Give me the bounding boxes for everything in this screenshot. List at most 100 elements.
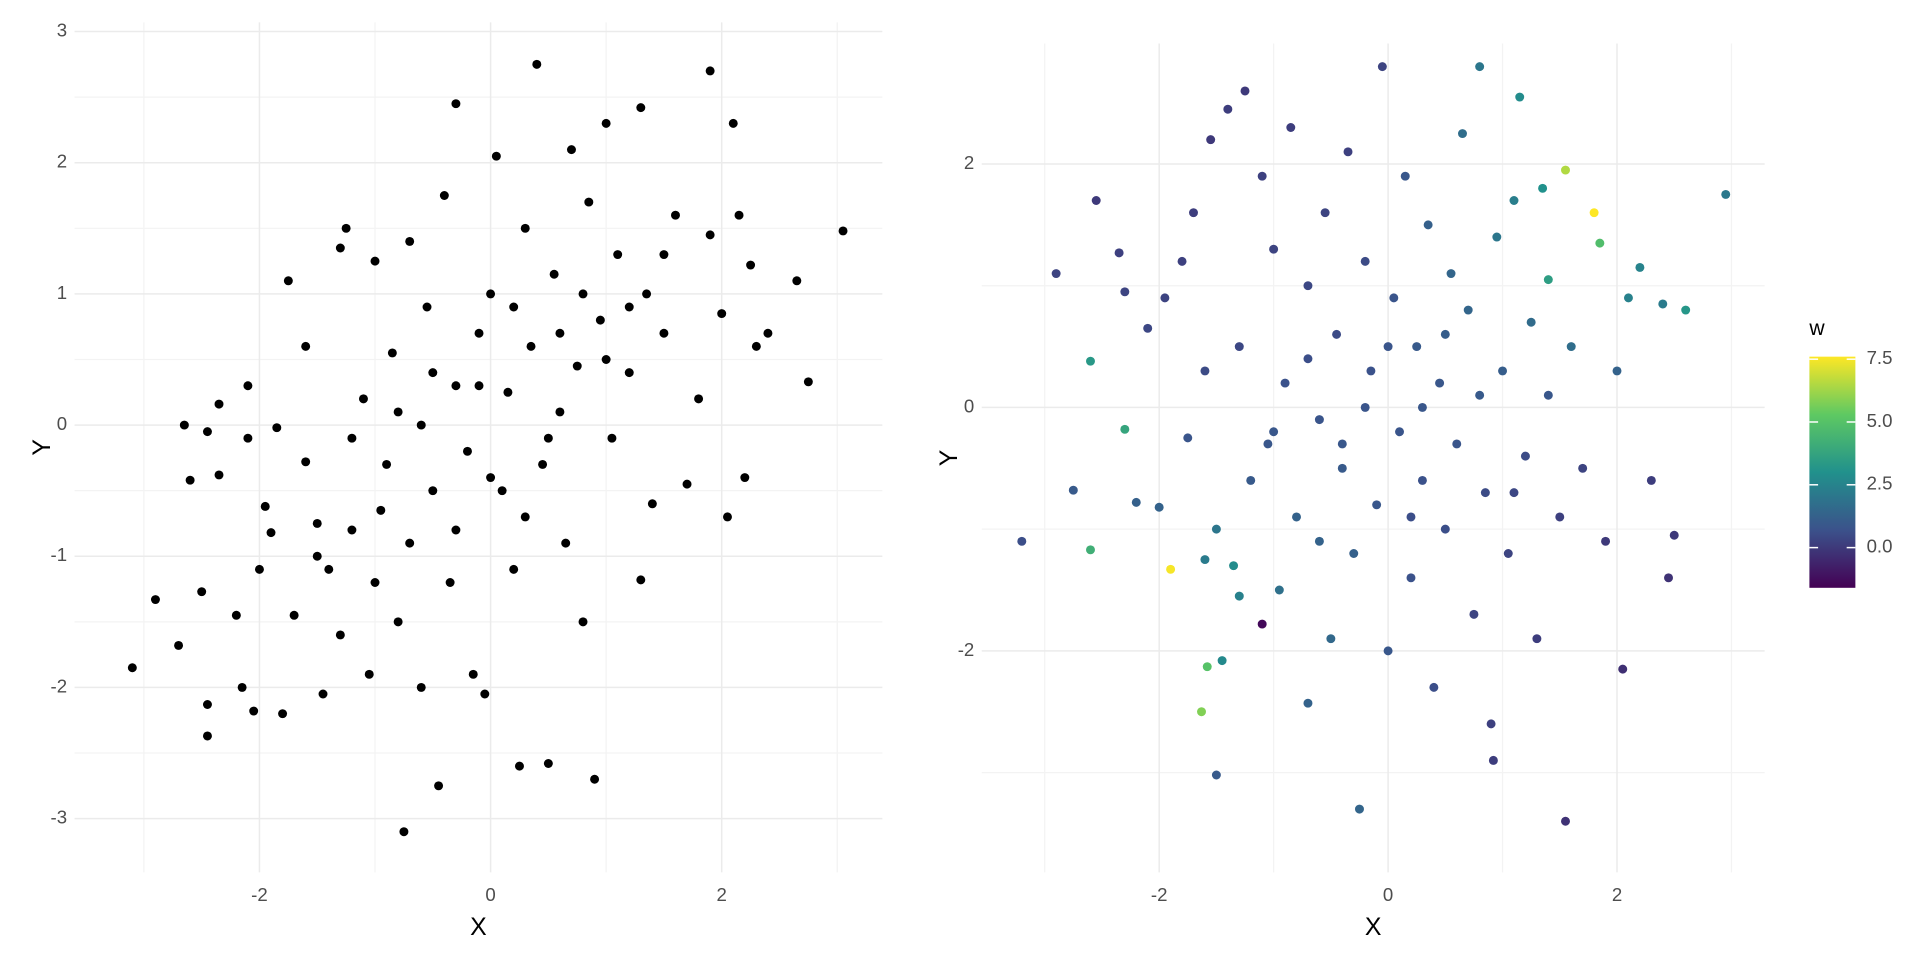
point: [474, 328, 484, 338]
point: [451, 381, 461, 391]
point: [1612, 366, 1622, 376]
point: [1417, 402, 1427, 412]
point: [514, 761, 524, 771]
point: [595, 315, 605, 325]
y-tick-label: -2: [51, 675, 68, 696]
y-tick-label: 2: [964, 152, 974, 173]
point: [301, 341, 311, 351]
point: [538, 459, 548, 469]
point: [416, 420, 426, 430]
point: [202, 700, 212, 709]
point: [1211, 770, 1221, 780]
point: [434, 781, 444, 791]
point: [1440, 524, 1450, 534]
point: [532, 59, 542, 69]
point: [1263, 439, 1273, 449]
point: [1520, 451, 1530, 461]
point: [1555, 512, 1565, 522]
point: [1498, 366, 1508, 376]
point: [382, 459, 392, 469]
point: [624, 302, 634, 312]
point: [746, 260, 756, 270]
point: [468, 669, 478, 679]
point: [324, 564, 334, 574]
point: [393, 617, 403, 627]
point: [1303, 354, 1313, 364]
point: [723, 512, 732, 522]
point: [254, 564, 264, 574]
point: [705, 66, 715, 76]
point: [1366, 366, 1376, 376]
point: [1423, 220, 1433, 230]
point: [549, 269, 559, 279]
point: [555, 328, 565, 338]
point: [717, 309, 727, 319]
point: [185, 475, 195, 485]
point: [197, 587, 207, 597]
colorbar-tick-label: 2.5: [1867, 473, 1893, 494]
x-axis-title: X: [470, 914, 487, 941]
point: [659, 328, 669, 338]
point: [1131, 497, 1141, 507]
point: [202, 731, 212, 741]
point: [439, 191, 449, 200]
point: [416, 682, 426, 692]
point: [613, 250, 623, 260]
point: [249, 706, 259, 716]
point: [1595, 238, 1605, 248]
point: [179, 420, 189, 430]
point: [578, 289, 588, 299]
point: [1114, 248, 1124, 258]
point: [1589, 208, 1599, 218]
point: [243, 433, 253, 443]
y-tick-label: 3: [57, 19, 67, 40]
y-tick-label: -1: [51, 544, 68, 565]
point: [1086, 545, 1095, 555]
point: [127, 663, 137, 673]
point: [405, 236, 415, 246]
point: [1354, 804, 1364, 814]
point: [1200, 555, 1210, 565]
point: [174, 640, 184, 650]
point: [1326, 634, 1336, 644]
point: [1202, 662, 1212, 672]
point: [1332, 329, 1342, 339]
colorbar-title: w: [1808, 317, 1825, 340]
point: [1658, 299, 1668, 309]
point: [1292, 512, 1301, 522]
point: [312, 518, 322, 528]
point: [312, 551, 322, 561]
point: [260, 501, 270, 511]
point: [428, 486, 438, 496]
x-tick-label: 2: [1612, 884, 1622, 905]
point: [1120, 424, 1130, 434]
point: [572, 361, 582, 371]
point: [1417, 475, 1427, 485]
point: [1538, 183, 1548, 193]
x-tick-label: 0: [1383, 884, 1393, 905]
point: [1337, 463, 1347, 473]
point: [150, 595, 160, 605]
point: [1257, 619, 1267, 629]
point: [1269, 427, 1279, 437]
point: [1197, 707, 1206, 717]
point: [1257, 171, 1267, 181]
point: [584, 197, 594, 207]
point: [751, 341, 761, 351]
point: [1143, 323, 1153, 333]
point: [1337, 439, 1347, 449]
point: [694, 394, 704, 404]
point: [555, 407, 565, 417]
point: [347, 525, 357, 535]
point: [335, 243, 345, 253]
point: [838, 226, 848, 236]
point: [1206, 135, 1216, 145]
point: [1440, 329, 1450, 339]
point: [428, 368, 438, 378]
point: [1120, 287, 1130, 297]
point: [509, 302, 519, 312]
point: [1480, 488, 1490, 498]
point: [1543, 390, 1553, 400]
point: [376, 505, 386, 515]
